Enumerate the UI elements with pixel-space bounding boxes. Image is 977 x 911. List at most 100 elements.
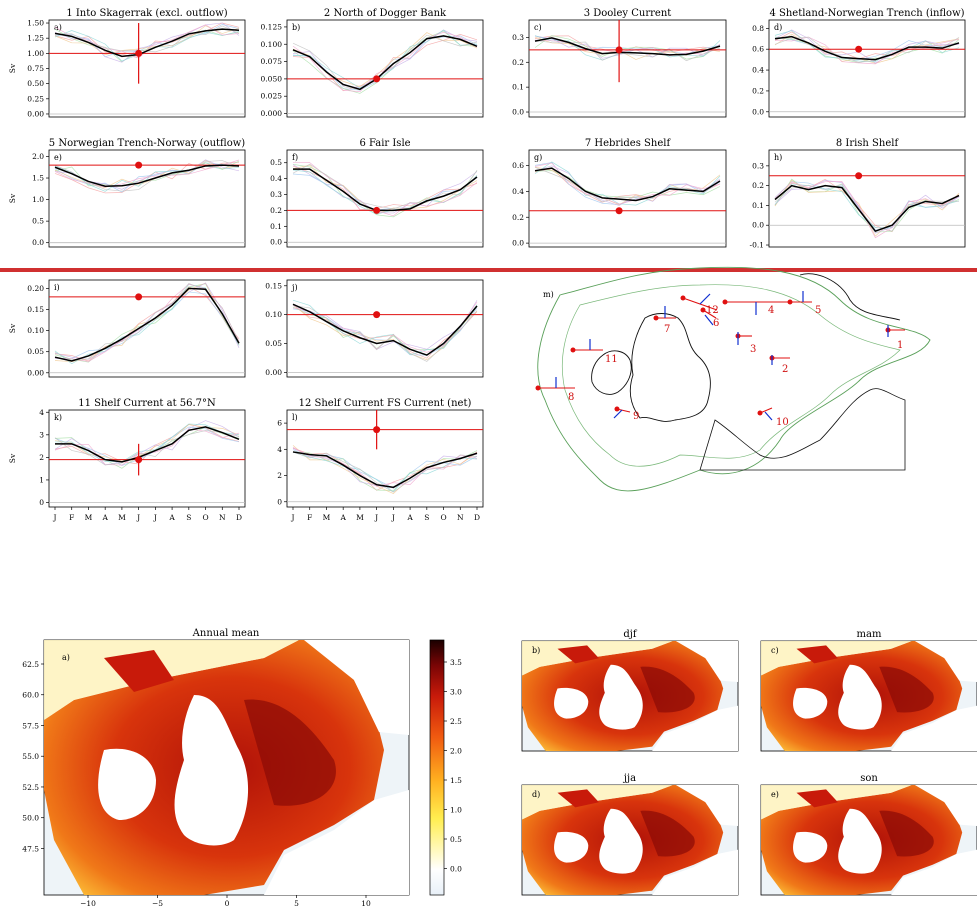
section-5: 5 (787, 291, 821, 316)
y-tick-label: 0.00 (27, 368, 44, 377)
y-tick-label: -0.1 (750, 241, 764, 250)
panel-label: a) (62, 653, 70, 662)
seasonal-map-son: son e) (760, 773, 977, 896)
y-tick-label: 0.1 (512, 83, 524, 92)
shelf-contour (537, 266, 931, 492)
map-title: djf (623, 629, 638, 640)
norway-land (675, 785, 738, 826)
section-2: 2 (769, 355, 790, 375)
plot-frame (286, 19, 484, 118)
norway-land (914, 785, 977, 826)
y-tick-label: 3 (39, 430, 44, 439)
faroe-patch (796, 645, 838, 664)
chart-panel-3: 3 Dooley Current c) 0.0 0.1 0.2 0.3 (512, 8, 727, 118)
y-tick-label: 0.2 (512, 213, 524, 222)
y-tick-label: 0.100 (261, 40, 283, 49)
y-tick-label: 0.2 (512, 58, 524, 67)
panel-label: l) (292, 413, 298, 422)
observation-marker (373, 311, 381, 319)
panel-label: j) (291, 283, 298, 292)
faroe-patch (557, 789, 599, 808)
plot-frame (528, 19, 727, 118)
mean-line (292, 451, 478, 489)
panel-label: i) (54, 283, 60, 292)
map-title: son (860, 773, 878, 784)
y-tick-label: 0.4 (512, 187, 524, 196)
x-tick-label: M (85, 513, 93, 522)
ensemble-line (534, 35, 721, 60)
chart-panel-12: 12 Shelf Current FS Current (net)l) 0 2 4 6 J… (277, 398, 484, 522)
high-value-region (879, 810, 934, 857)
plot-frame (286, 279, 484, 378)
arrow-icon (699, 293, 711, 305)
panel-label: h) (774, 153, 782, 162)
y-tick-label: 55.0 (22, 752, 39, 761)
section-label: 11 (605, 354, 618, 365)
map-title: Annual mean (192, 628, 260, 639)
y-axis-label: Sv (8, 193, 17, 203)
ensemble-line (54, 426, 240, 466)
x-tick-label: −10 (80, 899, 96, 908)
x-tick-label: J (52, 513, 56, 522)
section-label: 4 (768, 305, 774, 316)
section-label: 7 (664, 324, 670, 335)
section-line (702, 309, 717, 319)
observation-marker (135, 293, 143, 301)
observation-marker (135, 49, 143, 57)
map-title: mam (857, 629, 882, 640)
chart-title: 5 Norwegian Trench-Norway (outflow) (49, 138, 246, 149)
ensemble-line (534, 167, 721, 203)
ensemble-line (292, 446, 478, 487)
section-label: 1 (897, 340, 903, 351)
colorbar-tick-label: 3.0 (450, 688, 462, 697)
section-endpoint (787, 299, 793, 305)
y-tick-label: 0.1 (752, 201, 764, 210)
section-endpoint (757, 410, 763, 416)
chart-title: 6 Fair Isle (359, 138, 410, 149)
y-tick-label: 0.3 (512, 33, 524, 42)
x-tick-label: 0 (225, 899, 230, 908)
mean-line (534, 37, 721, 56)
arrow-icon (704, 314, 714, 326)
ensemble-line (54, 428, 240, 466)
x-tick-label: O (440, 513, 446, 522)
colorbar: 3.5 3.0 2.5 2.0 1.5 1.0 0.5 0.0 (429, 639, 462, 896)
section-endpoint (722, 299, 728, 305)
norway-land (675, 641, 738, 682)
y-tick-label: 0 (39, 498, 44, 507)
x-tick-label: M (323, 513, 331, 522)
chart-panel-8: 8 Irish Shelf h) -0.1 0.0 0.1 0.2 0.3 (750, 138, 966, 250)
ensemble-line (292, 304, 478, 361)
y-tick-label: 0.00 (27, 109, 44, 118)
section-12: 12 (680, 293, 719, 316)
chart-panel-7: 7 Hebrides Shelf g) 0.0 0.2 0.4 0.6 (512, 138, 727, 248)
section-9: 9 (613, 406, 639, 422)
colorbar-tick-label: 1.5 (450, 776, 462, 785)
annual-mean-map: Annual mean a) 62.5 60.0 57.5 55.0 52.5 50.0 47.… (22, 628, 410, 908)
arrow-icon (613, 409, 623, 419)
ireland-land (793, 831, 828, 863)
x-tick-label: J (153, 513, 157, 522)
norway-land (304, 640, 409, 735)
ensemble-line (54, 420, 240, 466)
section-1: 1 (885, 325, 905, 351)
chart-title: 4 Shetland-Norwegian Trench (inflow) (769, 8, 964, 19)
y-tick-label: 0.05 (27, 347, 44, 356)
ensemble-line (534, 162, 721, 205)
y-tick-label: 0.6 (512, 161, 524, 170)
x-tick-label: D (474, 513, 480, 522)
section-label: 12 (706, 305, 719, 316)
ensemble-line (774, 181, 960, 239)
y-tick-label: 0.000 (261, 109, 283, 118)
y-tick-label: 0.050 (261, 74, 283, 83)
ensemble-line (54, 25, 240, 56)
chart-panel-6: 6 Fair Isle f) 0.0 0.1 0.2 0.3 0.4 0.5 (270, 138, 484, 248)
section-endpoint (614, 406, 620, 412)
y-tick-label: 0.15 (27, 305, 44, 314)
section-endpoint (653, 315, 659, 321)
y-axis-label: Sv (8, 323, 17, 333)
chart-panel-2: 2 North of Dogger Bank b) 0.000 0.025 0.050 0… (261, 8, 484, 118)
y-tick-label: 0.0 (32, 238, 44, 247)
panel-label: e) (771, 790, 779, 799)
arrow-icon (764, 411, 773, 421)
